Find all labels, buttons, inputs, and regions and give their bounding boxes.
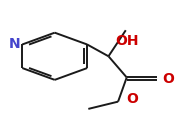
Text: O: O: [126, 92, 138, 106]
Text: N: N: [9, 38, 20, 51]
Text: OH: OH: [115, 34, 138, 48]
Text: O: O: [162, 72, 174, 86]
